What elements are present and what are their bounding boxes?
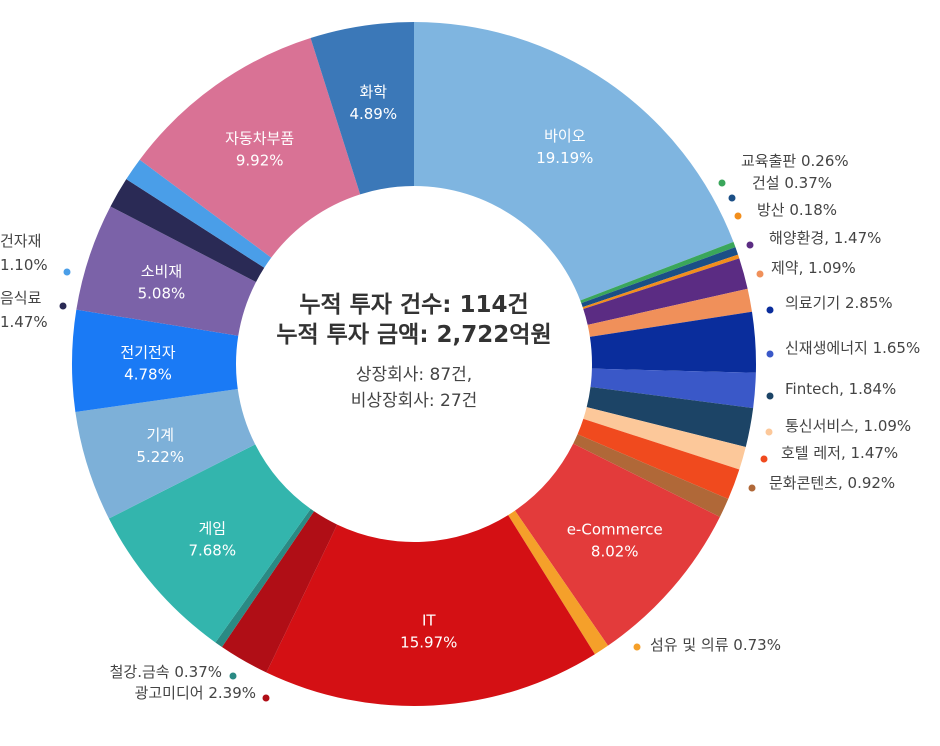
slice-label-통신서비스: 통신서비스, 1.09% [785,417,911,435]
slice-label-화학: 화학 4.89% [349,83,397,123]
slice-음식료 [110,179,265,282]
leader-dot-섬유-및-의류 [633,643,641,651]
total-amount-text: 누적 투자 금액: 2,722억원 [276,322,552,348]
slice-호텔-레저 [577,418,740,500]
slice-label-fintech: Fintech, 1.84% [785,380,896,398]
listed-count-text: 상장회사: 87건, [355,365,473,385]
slice-label-음식료: 음식료 1.47% [0,289,48,331]
slice-label-문화콘텐츠: 문화콘텐츠, 0.92% [769,474,895,492]
slice-label-자동차부품: 자동차부품 9.92% [225,129,294,169]
leader-dot-호텔-레저 [760,455,768,463]
slice-통신서비스 [583,407,746,470]
leader-dot-해양환경 [746,241,754,249]
slice-label-기계: 기계 5.22% [136,426,184,466]
slice-label-호텔-레저: 호텔 레저, 1.47% [781,444,898,462]
slice-it [266,515,595,706]
slice-label-의료기기: 의료기기 2.85% [785,294,893,312]
slice-게임 [108,444,311,643]
slice-label-게임: 게임 7.68% [188,519,236,559]
chart-center-summary: 누적 투자 건수: 114건 누적 투자 금액: 2,722억원 상장회사: 8… [232,222,596,482]
slice-화학 [310,22,414,195]
slice-섬유-및-의류 [508,510,609,655]
leader-dot-통신서비스 [765,428,773,436]
slice-전기전자 [72,309,239,412]
slice-label-철강-금속: 철강.금속 0.37% [110,663,222,681]
slice-label-광고미디어: 광고미디어 2.39% [135,684,256,702]
slice-해양환경 [583,258,748,325]
slice-문화콘텐츠 [573,434,729,517]
slice-label-전기전자: 전기전자 4.78% [120,343,175,383]
total-count-text: 누적 투자 건수: 114건 [299,292,529,318]
slice-제약 [587,288,752,337]
slice-바이오 [414,22,734,301]
leader-dot-방산 [734,212,742,220]
leader-dot-건자재 [63,268,71,276]
slice-방산 [582,254,740,309]
leader-dot-광고미디어 [262,694,270,702]
slice-label-바이오: 바이오 19.19% [536,127,593,167]
leader-dot-교육출판 [718,179,726,187]
slice-label-방산: 방산 0.18% [757,201,837,219]
leader-dot-제약 [756,270,764,278]
leader-dot-fintech [766,392,774,400]
slice-광고미디어 [221,511,338,673]
slice-fintech [586,386,754,447]
slice-label-건설: 건설 0.37% [752,174,832,192]
slice-교육출판 [580,241,736,304]
slice-label-제약: 제약, 1.09% [771,259,856,277]
slice-e-commerce [514,443,720,646]
leader-dot-음식료 [59,302,67,310]
slice-label-신재생에너지: 신재생에너지 1.65% [785,339,920,357]
slice-label-건자재: 건자재 1.10% [0,232,48,274]
slice-자동차부품 [139,38,361,258]
slice-의료기기 [589,311,756,373]
leader-dot-신재생에너지 [766,350,774,358]
leader-dot-의료기기 [766,306,774,314]
slice-label-소비재: 소비재 5.08% [138,263,186,303]
slice-기계 [75,388,256,519]
unlisted-count-text: 비상장회사: 27건 [350,391,478,411]
leader-dot-문화콘텐츠 [748,484,756,492]
leader-dot-철강-금속 [229,672,237,680]
slice-건자재 [126,159,272,268]
slice-label-e-commerce: e-Commerce 8.02% [567,521,663,561]
slice-label-해양환경: 해양환경, 1.47% [769,229,881,247]
slice-label-it: IT 15.97% [400,612,457,652]
slice-건설 [581,247,739,308]
slice-신재생에너지 [590,368,756,409]
slice-label-교육출판: 교육출판 0.26% [741,152,849,170]
slice-소비재 [76,206,257,336]
slice-철강-금속 [215,508,315,647]
leader-dot-건설 [728,194,736,202]
slice-label-섬유-및-의류: 섬유 및 의류 0.73% [650,636,781,654]
